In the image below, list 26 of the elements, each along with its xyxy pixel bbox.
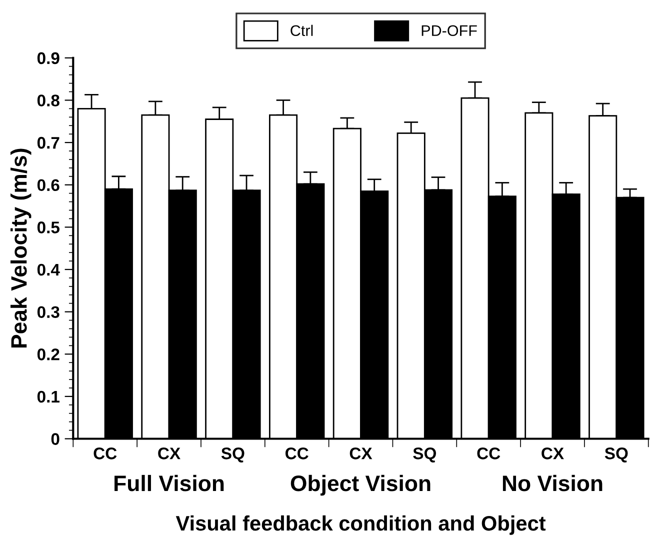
y-tick-label: 0.6 bbox=[37, 179, 60, 192]
x-tick-label: SQ bbox=[413, 448, 436, 462]
legend-label: Ctrl bbox=[290, 24, 313, 36]
text: No Vision bbox=[502, 474, 602, 492]
x-tick-label: CX bbox=[542, 448, 564, 460]
y-tick-label: 0.7 bbox=[37, 136, 60, 149]
text: Full Vision bbox=[114, 474, 224, 492]
x-tick-label: CC bbox=[477, 448, 500, 460]
y-tick-label: 0.3 bbox=[37, 306, 60, 318]
y-tick-label: 0.1 bbox=[37, 390, 60, 403]
y-tick-label: 0.2 bbox=[37, 348, 60, 360]
x-tick-label: CX bbox=[350, 448, 372, 460]
text: Object Vision bbox=[290, 474, 430, 496]
x-tick-label: SQ bbox=[604, 448, 628, 462]
x-tick-label: SQ bbox=[221, 448, 244, 462]
y-tick-label: 0.5 bbox=[37, 222, 60, 234]
legend-label: PD-OFF bbox=[422, 25, 477, 36]
y-tick-label: 0.4 bbox=[37, 264, 60, 276]
x-axis-title: Visual feedback condition and Object bbox=[176, 515, 546, 535]
x-tick-label: CC bbox=[285, 448, 308, 460]
y-axis-title: Peak Velocity (m/s) bbox=[10, 148, 32, 348]
x-tick-label: CC bbox=[94, 448, 117, 460]
y-tick-label: 0.9 bbox=[37, 52, 60, 64]
x-tick-label: CX bbox=[158, 448, 180, 460]
y-tick-label: 0 bbox=[51, 433, 60, 445]
y-tick-label: 0.8 bbox=[37, 94, 60, 106]
